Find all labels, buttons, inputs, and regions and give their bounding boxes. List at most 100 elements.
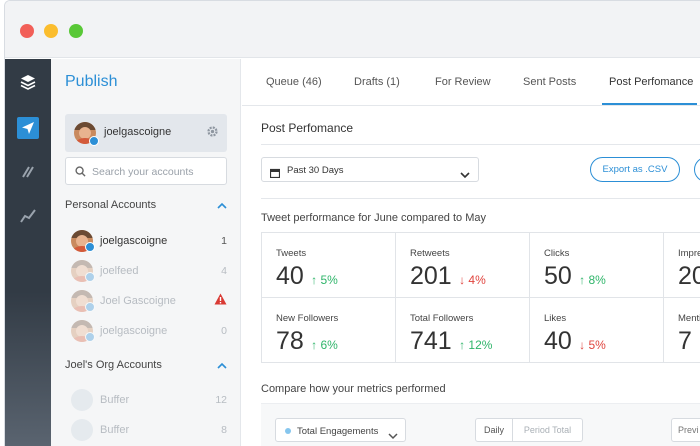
minimize-window-button[interactable] xyxy=(44,24,58,38)
main-panel: Queue (46) Drafts (1) For Review Sent Po… xyxy=(242,59,700,446)
account-row-joelfeed[interactable]: joelfeed 4 xyxy=(65,259,229,283)
org-accounts-label: Joel's Org Accounts xyxy=(65,359,162,371)
metric-value-line: 40 ↓ 5% xyxy=(544,327,606,356)
metric-value: 20 xyxy=(678,262,700,290)
tab-bar: Queue (46) Drafts (1) For Review Sent Po… xyxy=(242,59,700,106)
title-bar xyxy=(5,1,700,58)
tab-queue[interactable]: Queue (46) xyxy=(266,76,322,88)
extra-action-button[interactable] xyxy=(694,157,700,182)
account-row-joelgascoigne[interactable]: joelgascoigne 1 xyxy=(65,229,229,253)
chevron-up-icon[interactable] xyxy=(217,361,227,373)
metric-card-new-followers: New Followers 78 ↑ 6% xyxy=(262,298,396,363)
metric-label: New Followers xyxy=(276,313,339,324)
chevron-down-icon xyxy=(460,166,470,184)
trend-up-icon: ↑ xyxy=(311,273,318,287)
period-total-toggle-button[interactable]: Period Total xyxy=(513,418,583,442)
twitter-badge-icon xyxy=(85,272,95,282)
metric-value-line: 78 ↑ 6% xyxy=(276,327,338,356)
date-range-select[interactable]: Past 30 Days xyxy=(261,157,479,182)
metric-select[interactable]: Total Engagements xyxy=(275,418,406,442)
chevron-up-icon[interactable] xyxy=(217,201,227,213)
accounts-sidebar: Publish joelgascoigne Search your accoun… xyxy=(51,59,241,446)
sidebar-title: Publish xyxy=(65,73,118,90)
series-color-dot xyxy=(285,428,291,434)
metric-delta: 4% xyxy=(468,273,486,287)
twitter-badge-icon xyxy=(89,136,99,146)
maximize-window-button[interactable] xyxy=(69,24,83,38)
metric-card-tweets: Tweets 40 ↑ 5% xyxy=(262,233,396,298)
account-row-joel-gascoigne[interactable]: Joel Gascoigne xyxy=(65,289,229,313)
previous-period-button[interactable]: Previ xyxy=(671,418,700,442)
active-tab-indicator xyxy=(602,103,697,105)
trend-down-icon: ↓ xyxy=(579,338,586,352)
metric-label: Retweets xyxy=(410,248,450,259)
compare-caption: Compare how your metrics performed xyxy=(261,383,446,395)
search-icon xyxy=(75,166,86,177)
tab-sent-posts[interactable]: Sent Posts xyxy=(523,76,577,88)
trend-up-icon: ↑ xyxy=(579,273,586,287)
metric-label: Impre xyxy=(678,248,700,259)
org-accounts-header[interactable]: Joel's Org Accounts xyxy=(65,359,229,379)
stack-layers-icon[interactable] xyxy=(17,71,39,93)
buffer-logo-icon xyxy=(71,419,93,441)
trend-up-icon: ↑ xyxy=(311,338,318,352)
account-queue-count: 8 xyxy=(221,424,227,436)
metric-card-likes: Likes 40 ↓ 5% xyxy=(530,298,664,363)
export-csv-button[interactable]: Export as .CSV xyxy=(590,157,680,182)
compare-toolbar: Total Engagements Daily Period Total Pre… xyxy=(261,403,700,446)
page-title: Post Perfomance xyxy=(261,121,354,135)
metric-value-line: 741 ↑ 12% xyxy=(410,327,492,356)
divider xyxy=(261,198,700,199)
account-row-buffer[interactable]: Buffer 12 xyxy=(65,388,229,412)
analyze-icon[interactable] xyxy=(17,161,39,183)
metric-value: 40 xyxy=(544,327,572,355)
paper-plane-icon[interactable] xyxy=(17,117,39,139)
account-name: joelgascoigne xyxy=(100,325,168,337)
performance-caption: Tweet performance for June compared to M… xyxy=(261,212,486,224)
search-placeholder: Search your accounts xyxy=(92,166,194,178)
metric-value: 7 xyxy=(678,327,692,355)
selected-profile-card[interactable]: joelgascoigne xyxy=(65,114,227,152)
metric-delta: 12% xyxy=(468,338,493,352)
buffer-logo-icon xyxy=(71,389,93,411)
personal-accounts-header[interactable]: Personal Accounts xyxy=(65,199,229,219)
account-queue-count: 0 xyxy=(221,325,227,337)
gear-icon[interactable] xyxy=(206,125,219,143)
metric-value: 50 xyxy=(544,262,572,290)
account-row-joelgascoigne-2[interactable]: joelgascoigne 0 xyxy=(65,319,229,343)
date-range-value: Past 30 Days xyxy=(287,165,344,176)
account-queue-count: 4 xyxy=(221,265,227,277)
metric-card-clicks: Clicks 50 ↑ 8% xyxy=(530,233,664,298)
tab-post-performance[interactable]: Post Perfomance xyxy=(609,76,694,88)
metric-value-line: 40 ↑ 5% xyxy=(276,262,338,291)
tab-drafts[interactable]: Drafts (1) xyxy=(354,76,400,88)
warning-icon xyxy=(214,293,227,308)
account-queue-count: 12 xyxy=(215,394,227,406)
divider xyxy=(261,144,700,145)
close-window-button[interactable] xyxy=(20,24,34,38)
account-name: joelfeed xyxy=(100,265,139,277)
metric-label: Menti xyxy=(678,313,700,324)
account-name: joelgascoigne xyxy=(100,235,168,247)
metric-value: 741 xyxy=(410,327,452,355)
metric-card-mentions: Menti 7 xyxy=(664,298,700,363)
app-window: Publish joelgascoigne Search your accoun… xyxy=(4,0,700,446)
metric-card-total-followers: Total Followers 741 ↑ 12% xyxy=(396,298,530,363)
metric-select-value: Total Engagements xyxy=(297,426,379,437)
tab-for-review[interactable]: For Review xyxy=(435,76,491,88)
facebook-badge-icon xyxy=(85,302,95,312)
account-queue-count: 1 xyxy=(221,235,227,247)
metric-value: 78 xyxy=(276,327,304,355)
line-chart-icon[interactable] xyxy=(17,205,39,227)
personal-accounts-label: Personal Accounts xyxy=(65,199,157,211)
daily-toggle-button[interactable]: Daily xyxy=(475,418,513,442)
icon-rail xyxy=(5,59,51,446)
twitter-badge-icon xyxy=(85,242,95,252)
metric-label: Tweets xyxy=(276,248,307,259)
account-name: Joel Gascoigne xyxy=(100,295,176,307)
account-row-buffer-2[interactable]: Buffer 8 xyxy=(65,418,229,442)
metric-label: Total Followers xyxy=(410,313,474,324)
search-accounts-input[interactable]: Search your accounts xyxy=(65,157,227,185)
metric-value: 201 xyxy=(410,262,452,290)
instagram-badge-icon xyxy=(85,332,95,342)
